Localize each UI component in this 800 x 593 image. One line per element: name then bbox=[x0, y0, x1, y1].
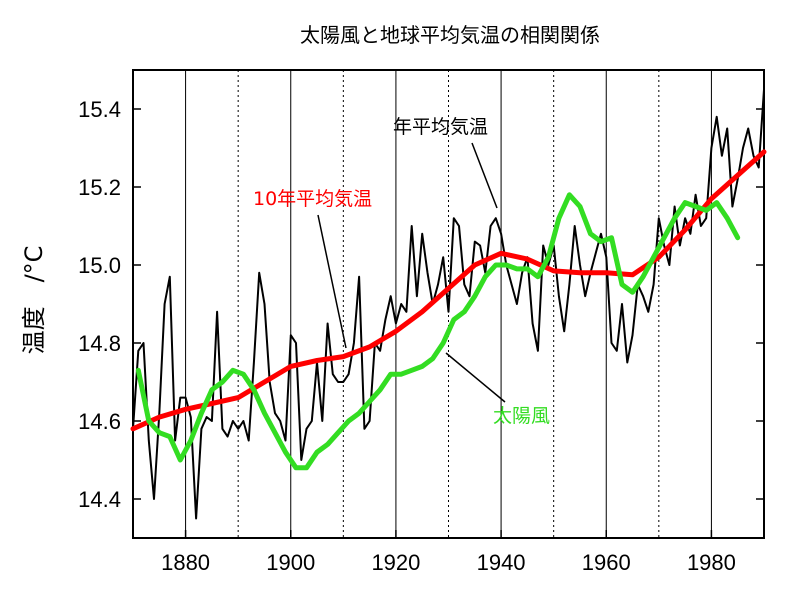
series-annual-temperature bbox=[132, 88, 765, 520]
y-tick-label-14.6: 14.6 bbox=[78, 409, 121, 434]
annotation-decade-pointer bbox=[317, 214, 347, 349]
y-tick-label-15.4: 15.4 bbox=[78, 97, 121, 122]
chart-title: 太陽風と地球平均気温の相関関係 bbox=[300, 23, 600, 47]
x-tick-label-1940: 1940 bbox=[477, 550, 526, 575]
x-tick-label-1880: 1880 bbox=[161, 550, 210, 575]
grid-layer bbox=[185, 70, 712, 538]
series-solar-wind bbox=[135, 192, 741, 471]
series-decade-temperature bbox=[130, 149, 767, 432]
y-tick-label-15.0: 15.0 bbox=[78, 253, 121, 278]
x-tick-label-1980: 1980 bbox=[687, 550, 736, 575]
annotation-solar: 太陽風 bbox=[493, 405, 550, 427]
annotation-annual: 年平均気温 bbox=[393, 116, 488, 138]
annotation-annual-pointer bbox=[471, 142, 498, 209]
x-tick-label-1900: 1900 bbox=[266, 550, 315, 575]
y-tick-label-14.8: 14.8 bbox=[78, 331, 121, 356]
annotation-decade: 10年平均気温 bbox=[253, 188, 372, 210]
tick-layer: 1880 1900 1920 1940 1960 1980 14.4 14.6 14.8 15.0… bbox=[78, 97, 764, 575]
y-tick-label-15.2: 15.2 bbox=[78, 175, 121, 200]
x-tick-label-1920: 1920 bbox=[371, 550, 420, 575]
y-tick-label-14.4: 14.4 bbox=[78, 487, 121, 512]
x-tick-label-1960: 1960 bbox=[582, 550, 631, 575]
annotation-solar-pointer bbox=[445, 352, 506, 403]
series-layer bbox=[130, 88, 767, 520]
y-axis-label: 温度 /°C bbox=[20, 246, 48, 355]
